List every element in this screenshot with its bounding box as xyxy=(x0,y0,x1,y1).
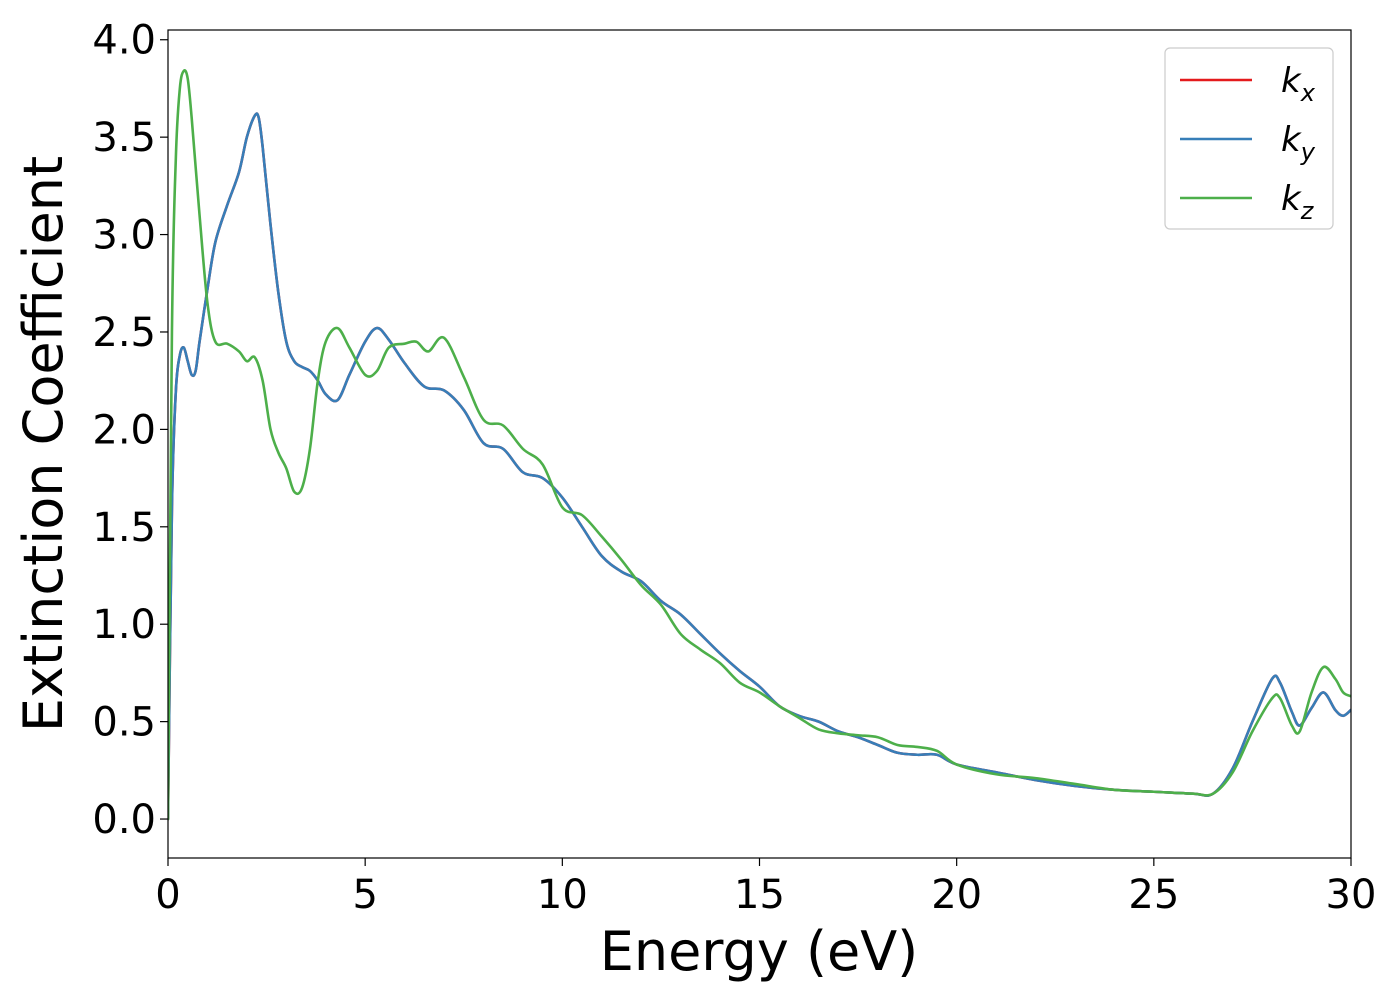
y-tick-label: 4.0 xyxy=(92,18,156,64)
series-line-z xyxy=(168,69,1351,821)
y-tick-label: 0.0 xyxy=(92,797,156,843)
x-tick-label: 20 xyxy=(931,872,982,918)
x-tick-label: 15 xyxy=(734,872,785,918)
y-tick-label: 2.0 xyxy=(92,407,156,453)
legend-label-x: kx xyxy=(1281,61,1316,107)
x-tick-label: 10 xyxy=(537,872,588,918)
x-axis-label: Energy (eV) xyxy=(600,920,919,983)
legend-label-main: k xyxy=(1281,120,1302,160)
legend-label-main: k xyxy=(1281,179,1302,219)
y-tick-label: 3.5 xyxy=(92,115,156,161)
x-tick-label: 5 xyxy=(352,872,377,918)
legend-label-main: k xyxy=(1281,61,1302,101)
y-axis: 0.0 0.5 1.0 1.5 2.0 2.5 3.0 3.5 4.0 xyxy=(92,18,168,843)
legend-label-y: ky xyxy=(1281,120,1316,166)
series-layer xyxy=(168,69,1351,821)
y-axis-label: Extinction Coefficient xyxy=(12,156,75,732)
x-tick-label: 30 xyxy=(1326,872,1377,918)
y-tick-label: 1.0 xyxy=(92,602,156,648)
legend-label-subscript: x xyxy=(1300,79,1316,107)
y-tick-label: 1.5 xyxy=(92,505,156,551)
x-tick-label: 25 xyxy=(1128,872,1179,918)
y-tick-label: 2.5 xyxy=(92,310,156,356)
x-axis: 0 5 10 15 20 25 30 xyxy=(155,858,1376,918)
x-tick-label: 0 xyxy=(155,872,180,918)
legend-label-z: kz xyxy=(1281,179,1315,225)
y-tick-label: 0.5 xyxy=(92,700,156,746)
legend-label-subscript: z xyxy=(1300,197,1315,225)
y-tick-label: 3.0 xyxy=(92,213,156,259)
legend-label-subscript: y xyxy=(1300,138,1316,166)
